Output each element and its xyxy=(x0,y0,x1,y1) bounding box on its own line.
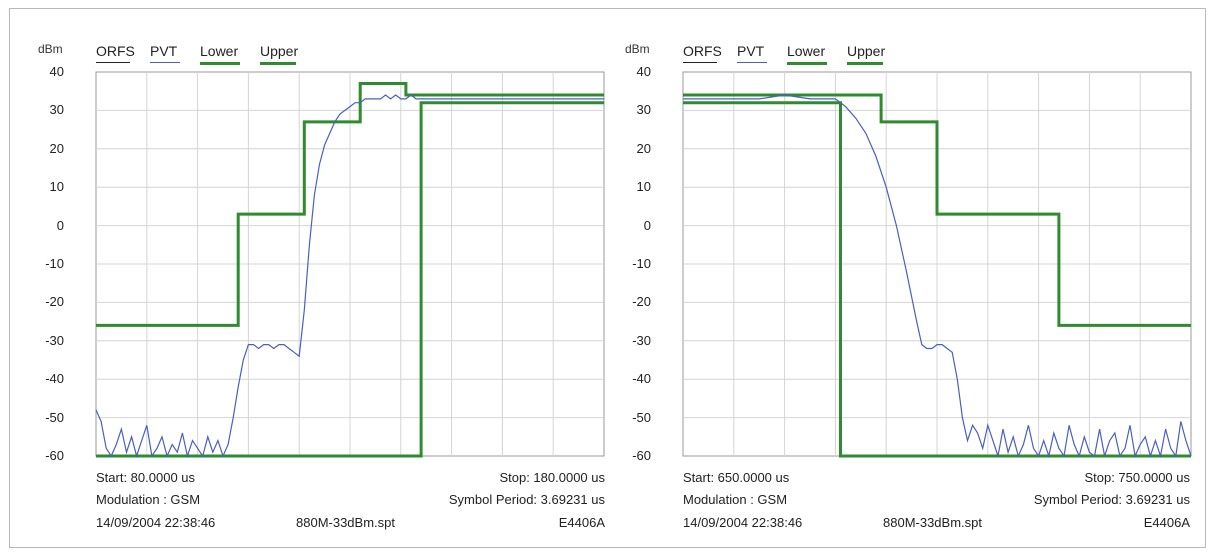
legend-label: PVT xyxy=(150,43,178,59)
y-tick-label: 30 xyxy=(636,102,651,118)
timestamp-label: 14/09/2004 22:38:46 xyxy=(96,515,216,530)
y-tick-label: 20 xyxy=(49,140,64,156)
y-tick-label: -60 xyxy=(632,448,651,463)
y-tick-label: 20 xyxy=(636,140,651,156)
legend-swatch xyxy=(96,62,130,63)
legend-item-orfs: ORFS xyxy=(683,43,722,63)
legend-item-pvt: PVT xyxy=(737,43,767,63)
y-tick-label: -50 xyxy=(632,409,651,425)
symbol-period-label: Symbol Period: 3.69231 us xyxy=(448,492,605,507)
timestamp-label: 14/09/2004 22:38:46 xyxy=(683,515,803,530)
y-unit-label: dBm xyxy=(38,42,63,56)
legend-swatch xyxy=(847,62,883,65)
y-tick-label: 10 xyxy=(636,179,651,195)
legend-swatch xyxy=(150,62,180,63)
start-label: Start: 80.0000 us xyxy=(96,470,196,485)
y-tick-label: -60 xyxy=(45,448,64,463)
y-tick-label: -30 xyxy=(632,332,651,348)
legend-swatch xyxy=(787,62,827,65)
file-label: 880M-33dBm.spt xyxy=(296,515,395,530)
legend-item-pvt: PVT xyxy=(150,43,180,63)
legend-label: Upper xyxy=(260,43,299,59)
series-line-pvt xyxy=(683,94,1192,459)
y-tick-label: -30 xyxy=(45,332,64,348)
series-line-lower xyxy=(683,101,1191,458)
start-label: Start: 650.0000 us xyxy=(683,470,790,485)
series-line-upper xyxy=(96,82,604,327)
legend-swatch xyxy=(683,62,717,63)
chart-plot-area xyxy=(95,71,605,459)
y-tick-label: -40 xyxy=(632,371,651,387)
legend-label: ORFS xyxy=(683,43,722,59)
stop-label: Stop: 180.0000 us xyxy=(499,470,605,485)
legend-item-lower: Lower xyxy=(787,43,827,65)
legend-swatch xyxy=(200,62,240,65)
y-tick-label: -10 xyxy=(45,256,64,271)
legend-item-lower: Lower xyxy=(200,43,240,65)
legend-item-orfs: ORFS xyxy=(96,43,135,63)
chart-panel-left: dBm ORFS PVT Lower Upper 40 30 20 10 0 -10 -20… xyxy=(0,0,605,558)
modulation-label: Modulation : GSM xyxy=(96,492,201,507)
legend-label: Lower xyxy=(200,43,239,59)
y-tick-label: 40 xyxy=(636,64,651,79)
symbol-period-label: Symbol Period: 3.69231 us xyxy=(1033,492,1190,507)
chart-plot-area xyxy=(682,71,1192,459)
y-tick-label: 0 xyxy=(643,217,651,233)
legend-label: Upper xyxy=(847,43,886,59)
y-tick-label: 10 xyxy=(49,179,64,195)
figure-frame xyxy=(9,8,1206,548)
file-label: 880M-33dBm.spt xyxy=(883,515,982,530)
legend-label: Lower xyxy=(787,43,826,59)
chart-panel-right: dBm ORFS PVT Lower Upper 40 30 20 10 0 -10 -20… xyxy=(587,0,1192,558)
legend-swatch xyxy=(737,62,767,63)
legend-label: PVT xyxy=(737,43,765,59)
legend-item-upper: Upper xyxy=(260,43,299,65)
stop-label: Stop: 750.0000 us xyxy=(1084,470,1190,485)
y-tick-label: -50 xyxy=(45,409,64,425)
series-line-pvt xyxy=(95,94,604,459)
y-tick-label: 0 xyxy=(56,217,64,233)
y-tick-label: -10 xyxy=(632,256,651,271)
instrument-label: E4406A xyxy=(1143,515,1190,530)
instrument-label: E4406A xyxy=(558,515,605,530)
y-tick-label: -20 xyxy=(45,294,64,310)
series-line-upper xyxy=(683,93,1191,327)
y-tick-label: -20 xyxy=(632,294,651,310)
legend-item-upper: Upper xyxy=(847,43,886,65)
y-unit-label: dBm xyxy=(625,42,650,56)
modulation-label: Modulation : GSM xyxy=(683,492,788,507)
legend-swatch xyxy=(260,62,296,65)
y-tick-label: 40 xyxy=(49,64,64,79)
series-line-lower xyxy=(96,101,604,458)
y-tick-label: 30 xyxy=(49,102,64,118)
legend-label: ORFS xyxy=(96,43,135,59)
y-tick-label: -40 xyxy=(45,371,64,387)
